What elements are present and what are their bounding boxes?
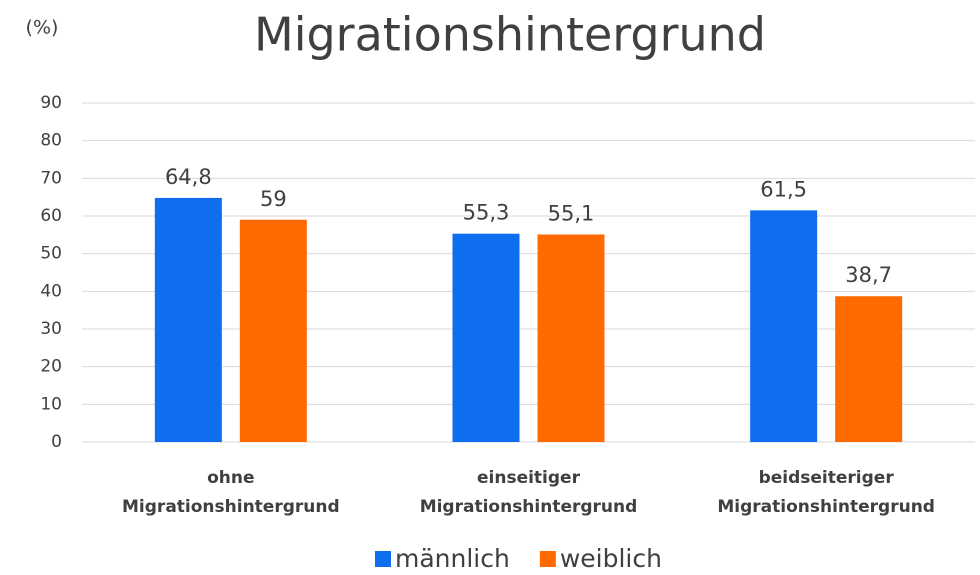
data-label: 38,7 [845,263,892,287]
legend-label: männlich [395,544,510,573]
y-tick-label: 80 [40,131,62,151]
bar [154,197,222,442]
chart-title: Migrationshintergrund [254,8,766,62]
bar [452,233,520,442]
x-tick-label: ohne Migrationshintergrund [122,468,340,517]
data-label: 61,5 [760,177,807,201]
bar [537,234,605,442]
x-tick-label: beidseiteriger Migrationshintergrund [717,468,935,517]
bar [239,219,307,442]
y-tick-label: 10 [40,394,62,414]
data-label: 55,3 [463,201,510,225]
legend-swatch [375,551,391,567]
y-tick-label: 20 [40,357,62,377]
bar [835,296,903,442]
y-tick-label: 70 [40,168,62,188]
y-tick-label: 0 [51,432,62,452]
y-tick-label: 50 [40,244,62,264]
y-tick-label: 90 [40,93,62,113]
legend-swatch [539,551,556,567]
y-tick-label: 60 [40,206,62,226]
x-tick-label: einseitiger Migrationshintergrund [420,468,638,517]
data-label: 59 [260,187,287,211]
data-label: 55,1 [548,201,595,225]
data-label: 64,8 [165,165,212,189]
y-tick-label: 40 [40,281,62,301]
y-axis-label: (%) [26,17,59,39]
y-tick-label: 30 [40,319,62,339]
bar [750,210,818,442]
legend-label: weiblich [560,544,662,573]
